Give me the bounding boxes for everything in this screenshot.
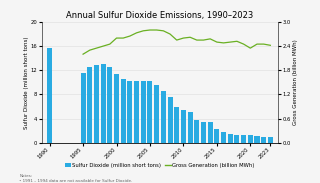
Bar [154, 85, 159, 143]
Bar [174, 107, 179, 143]
Bar [268, 137, 273, 143]
Bar [148, 81, 152, 143]
Text: Notes:
• 1991 – 1994 data are not available for Sulfur Dioxide.: Notes: • 1991 – 1994 data are not availa… [19, 174, 132, 183]
Bar [168, 97, 172, 143]
Bar [201, 122, 206, 143]
Bar [254, 136, 260, 143]
Bar [161, 92, 166, 143]
Bar [81, 73, 85, 143]
Bar [261, 137, 266, 143]
Bar [141, 81, 146, 143]
Bar [228, 134, 233, 143]
Bar [94, 65, 99, 143]
Bar [107, 67, 112, 143]
Title: Annual Sulfur Dioxide Emissions, 1990–2023: Annual Sulfur Dioxide Emissions, 1990–20… [66, 11, 254, 20]
Bar [134, 81, 139, 143]
Bar [248, 135, 253, 143]
Bar [127, 81, 132, 143]
Bar [181, 109, 186, 143]
Bar [47, 48, 52, 143]
Bar [100, 64, 106, 143]
Bar [194, 120, 199, 143]
Bar [241, 135, 246, 143]
Y-axis label: Sulfur Dioxide (million short tons): Sulfur Dioxide (million short tons) [24, 36, 28, 129]
Bar [208, 122, 213, 143]
Bar [121, 79, 126, 143]
Bar [114, 74, 119, 143]
Bar [221, 132, 226, 143]
Bar [235, 135, 239, 143]
Bar [188, 112, 193, 143]
Y-axis label: Gross Generation (billion MWh): Gross Generation (billion MWh) [293, 40, 298, 125]
Bar [214, 129, 220, 143]
Legend: Sulfur Dioxide (million short tons), Gross Generation (billion MWh): Sulfur Dioxide (million short tons), Gro… [63, 161, 257, 170]
Bar [87, 67, 92, 143]
